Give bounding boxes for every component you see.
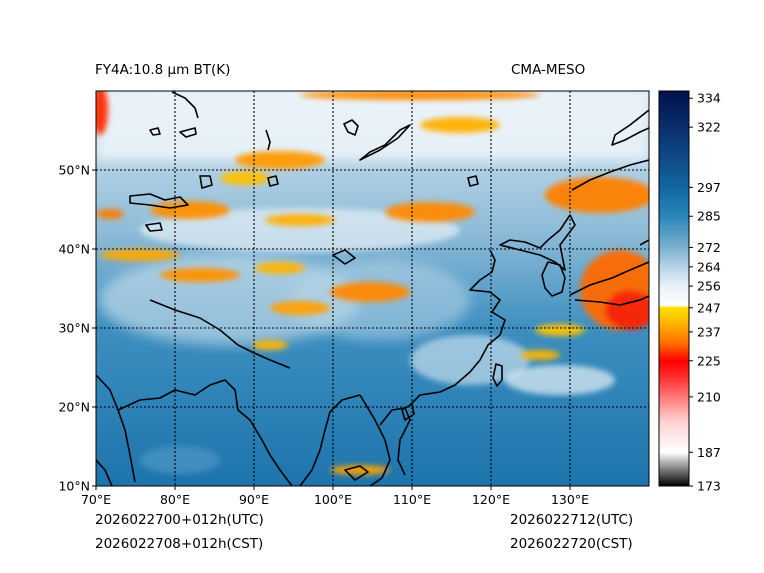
colorbar-tick-label: 272 (697, 240, 721, 255)
brightness-temperature-field (96, 91, 649, 486)
colorbar-tick-label: 322 (697, 120, 721, 135)
valid-time-cst: 2026022720(CST) (510, 536, 633, 552)
lon-tick-label: 90°E (239, 492, 269, 507)
graticule (96, 91, 649, 486)
lon-tick-label: 70°E (81, 492, 111, 507)
lon-tick-label: 80°E (160, 492, 190, 507)
colorbar-frame (658, 90, 690, 487)
colorbar-tick-label: 187 (697, 445, 721, 460)
colorbar-tick-label: 225 (697, 353, 721, 368)
colorbar-gradient (659, 91, 689, 486)
coastlines (96, 91, 649, 486)
colorbar-tick-label: 256 (697, 279, 721, 294)
longitude-axis: 70°E 80°E 90°E 100°E 110°E 120°E 130°E (81, 486, 589, 507)
colorbar-tick-label: 297 (697, 180, 721, 195)
colorbar: 173 187 210 225 237 247 256 264 272 285 297 322 334 (658, 90, 721, 494)
lat-tick-label: 40°N (58, 242, 90, 257)
colorbar-tick-label: 173 (697, 479, 721, 494)
init-time-cst: 2026022708+012h(CST) (95, 536, 264, 552)
lon-tick-label: 100°E (314, 492, 352, 507)
colorbar-tick-label: 237 (697, 324, 721, 339)
colorbar-tick-label: 334 (697, 91, 721, 106)
lon-tick-label: 110°E (393, 492, 431, 507)
colorbar-tick-label: 210 (697, 389, 721, 404)
lon-tick-label: 130°E (551, 492, 589, 507)
colorbar-tick-label: 247 (697, 300, 721, 315)
model-name: CMA-MESO (511, 62, 586, 78)
lon-tick-label: 120°E (472, 492, 510, 507)
lat-tick-label: 20°N (58, 400, 90, 415)
product-title: FY4A:10.8 μm BT(K) (95, 62, 231, 78)
lat-tick-label: 30°N (58, 321, 90, 336)
init-time-utc: 2026022700+012h(UTC) (95, 512, 264, 528)
valid-time-utc: 2026022712(UTC) (510, 512, 634, 528)
lat-tick-label: 50°N (58, 163, 90, 178)
latitude-axis: 10°N 20°N 30°N 40°N 50°N (58, 163, 96, 494)
lat-tick-label: 10°N (58, 479, 90, 494)
colorbar-tick-label: 285 (697, 209, 721, 224)
colorbar-tick-label: 264 (697, 259, 721, 274)
map-frame (95, 90, 650, 487)
